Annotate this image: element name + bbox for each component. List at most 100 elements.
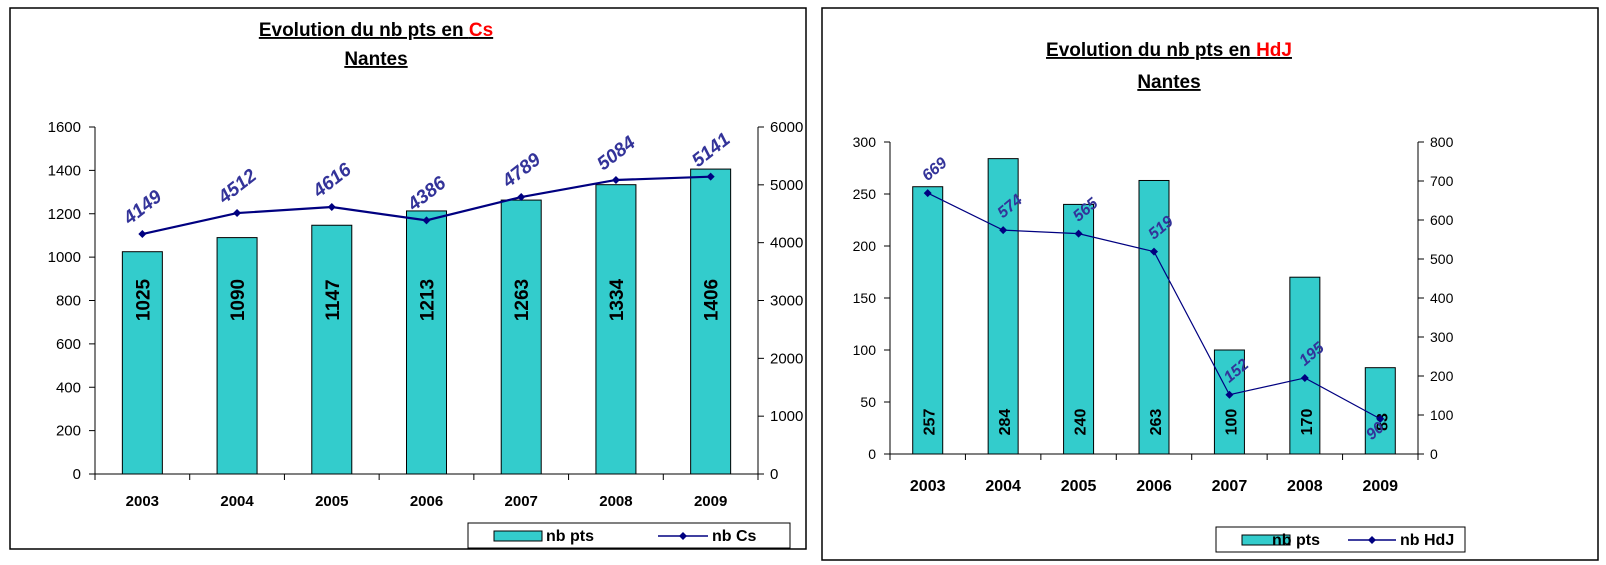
chart-title: Evolution du nb pts en HdJ <box>1046 40 1292 61</box>
x-tick-label: 2003 <box>126 493 159 510</box>
x-tick-label: 2003 <box>910 478 946 495</box>
chart-1: Evolution du nb pts en Cs Nantes 0 200 400 60… <box>9 7 807 550</box>
line-marker <box>233 209 242 218</box>
bar-value-label: 100 <box>1223 409 1240 436</box>
bar-value-label: 1090 <box>228 279 249 321</box>
y2-tick-label: 300 <box>1430 329 1454 345</box>
bar <box>406 210 447 475</box>
line-marker <box>611 175 620 184</box>
bar <box>1138 179 1170 455</box>
x-tick-label: 2004 <box>985 478 1021 495</box>
bar <box>500 199 542 475</box>
bar-value-label: 263 <box>1148 409 1165 436</box>
bar-value-label: 1025 <box>133 278 154 321</box>
bar-value-label: 1334 <box>607 278 628 321</box>
bar <box>1063 203 1095 455</box>
chart-frame <box>821 7 1599 561</box>
bar-value-label: 1213 <box>418 279 439 321</box>
y-tick-label: 1200 <box>48 206 81 223</box>
bar-value-label: 1147 <box>323 279 344 320</box>
bar-value-label: 170 <box>1299 409 1316 436</box>
y-tick-label: 0 <box>73 466 81 483</box>
legend-label: nb Cs <box>712 528 757 545</box>
y2-tick-label: 600 <box>1430 212 1454 228</box>
x-tick-label: 2007 <box>1212 478 1248 495</box>
legend-label: nb HdJ <box>1400 532 1454 549</box>
bar-value-label: 284 <box>997 409 1014 436</box>
y-tick-label: 1600 <box>48 119 81 136</box>
y2-tick-label: 0 <box>770 466 778 483</box>
chart-title-prefix: Evolution du nb pts en <box>1046 40 1256 61</box>
y2-tick-label: 200 <box>1430 368 1454 384</box>
bar <box>690 168 732 475</box>
y2-tick-label: 2000 <box>770 350 803 367</box>
chart-subtitle: Nantes <box>344 49 407 70</box>
bar <box>987 158 1019 455</box>
bar-value-label: 240 <box>1073 409 1090 436</box>
legend: nb pts nb HdJ <box>1215 526 1466 553</box>
x-tick-label: 2005 <box>1061 478 1097 495</box>
y-tick-label: 800 <box>56 293 81 310</box>
y2-tick-label: 5000 <box>770 177 803 194</box>
y2-tick-label: 400 <box>1430 290 1454 306</box>
x-tick-label: 2005 <box>315 493 348 510</box>
x-tick-label: 2007 <box>505 493 538 510</box>
bar <box>912 186 944 455</box>
y2-tick-label: 500 <box>1430 251 1454 267</box>
legend-swatch-bar <box>1241 534 1291 546</box>
line-marker <box>327 203 336 212</box>
legend-label: nb pts <box>546 528 594 545</box>
y-tick-label: 0 <box>868 446 876 462</box>
y-tick-label: 1400 <box>48 162 81 179</box>
y2-tick-label: 700 <box>1430 173 1454 189</box>
bar-value-label: 1263 <box>512 279 533 321</box>
y-tick-label: 50 <box>860 394 876 410</box>
bar <box>1289 276 1321 455</box>
line-marker <box>1225 390 1234 399</box>
bar <box>1213 349 1245 455</box>
bar-value-label: 1406 <box>702 279 723 321</box>
line-marker <box>1376 414 1385 423</box>
chart-subtitle: Nantes <box>1137 72 1200 93</box>
line-marker <box>1074 229 1083 238</box>
x-tick-label: 2009 <box>1362 478 1398 495</box>
y2-tick-label: 0 <box>1430 446 1438 462</box>
bar-value-label: 257 <box>922 409 939 436</box>
legend-swatch-marker <box>679 532 687 540</box>
x-tick-label: 2008 <box>599 493 632 510</box>
y-tick-label: 400 <box>56 379 81 396</box>
y-tick-label: 200 <box>853 238 877 254</box>
x-tick-label: 2009 <box>694 493 727 510</box>
line-marker <box>517 193 526 202</box>
x-tick-label: 2006 <box>410 493 443 510</box>
y-tick-label: 150 <box>853 290 877 306</box>
x-tick-label: 2006 <box>1136 478 1172 495</box>
line-marker <box>138 230 147 239</box>
bar <box>595 184 637 475</box>
legend-swatch-marker <box>1368 536 1376 544</box>
bar <box>1364 367 1396 455</box>
bar <box>121 251 163 475</box>
y2-tick-label: 3000 <box>770 293 803 310</box>
chart-title-highlight: Cs <box>469 20 493 41</box>
y2-tick-label: 1000 <box>770 408 803 425</box>
y2-tick-label: 800 <box>1430 134 1454 150</box>
line-marker <box>999 226 1008 235</box>
y-tick-label: 300 <box>853 134 877 150</box>
y-tick-label: 1000 <box>48 249 81 266</box>
bar <box>216 237 258 475</box>
y-tick-label: 200 <box>56 423 81 440</box>
chart-2: Evolution du nb pts en HdJ Nantes 0 50 100 15… <box>821 7 1599 561</box>
x-tick-label: 2008 <box>1287 478 1323 495</box>
chart-title: Evolution du nb pts en Cs <box>259 20 493 41</box>
y-tick-label: 100 <box>853 342 877 358</box>
line-marker <box>1150 247 1158 256</box>
line-marker <box>422 216 431 225</box>
legend: nb pts nb Cs <box>467 522 791 549</box>
bar <box>311 224 353 475</box>
y2-tick-label: 100 <box>1430 407 1454 423</box>
legend-swatch-bar <box>493 530 543 542</box>
x-tick-label: 2004 <box>220 493 254 510</box>
y2-tick-label: 4000 <box>770 235 803 252</box>
